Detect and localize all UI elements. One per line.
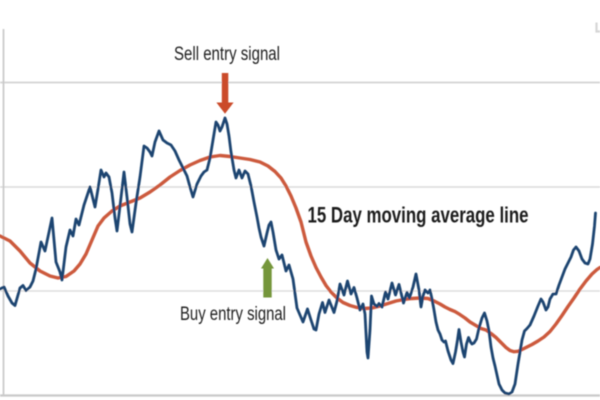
svg-text:Buy entry signal: Buy entry signal: [180, 304, 286, 325]
svg-text:15 Day moving average line: 15 Day moving average line: [308, 203, 529, 228]
svg-text:Sell entry signal: Sell entry signal: [174, 44, 280, 65]
